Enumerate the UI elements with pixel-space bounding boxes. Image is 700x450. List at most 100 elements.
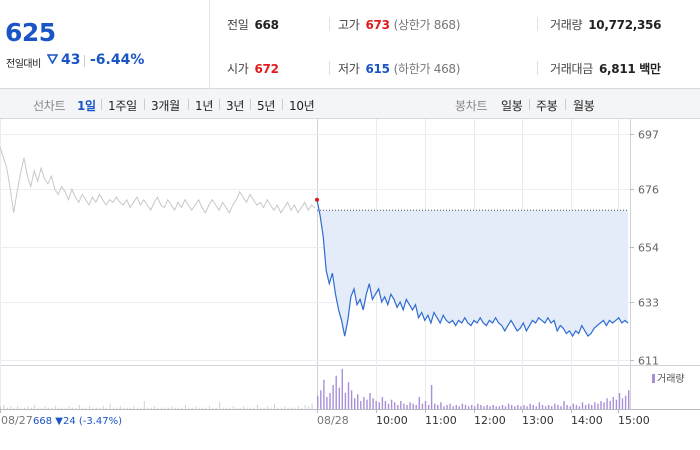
trade-value-label: 거래대금 bbox=[550, 62, 593, 76]
volume-bar bbox=[621, 398, 624, 409]
volume-bar bbox=[24, 407, 25, 409]
volume-bar bbox=[10, 406, 12, 409]
tab-1-week[interactable]: 1주일 bbox=[108, 99, 137, 113]
x-tick-label: 15:00 bbox=[618, 414, 650, 427]
volume-bar bbox=[578, 406, 581, 409]
volume-bar bbox=[449, 403, 451, 409]
tab-5-years[interactable]: 5년 bbox=[257, 99, 276, 113]
volume-bar bbox=[615, 399, 618, 409]
stat-prev-close: 전일 668 bbox=[227, 16, 279, 33]
open-price-marker bbox=[315, 197, 319, 202]
divider bbox=[329, 17, 330, 31]
volume-bar bbox=[164, 407, 166, 409]
volume-bar bbox=[113, 407, 114, 409]
volume-bar bbox=[335, 375, 337, 409]
open-value: 672 bbox=[254, 62, 279, 76]
volume-bar bbox=[366, 399, 368, 409]
volume-bar bbox=[160, 407, 162, 409]
volume-bar bbox=[215, 407, 217, 409]
volume-bar bbox=[526, 406, 528, 409]
volume-bar bbox=[47, 407, 49, 409]
volume-bar bbox=[212, 407, 214, 409]
volume-bar bbox=[181, 407, 183, 409]
volume-bar bbox=[344, 393, 347, 409]
volume-bar bbox=[0, 406, 1, 409]
stat-volume: 거래량 10,772,356 bbox=[550, 16, 661, 33]
volume-bar bbox=[294, 407, 296, 409]
volume-bar bbox=[443, 406, 445, 409]
volume-label: 거래량 bbox=[550, 18, 583, 32]
volume-bar bbox=[603, 402, 605, 409]
series-line-prev-day bbox=[0, 147, 316, 214]
volume-bar bbox=[219, 402, 221, 409]
volume-bar bbox=[384, 401, 387, 409]
volume-bar bbox=[106, 407, 108, 409]
x-tick-label: 08/27 bbox=[1, 414, 33, 427]
volume-bar bbox=[547, 405, 550, 409]
volume-bar bbox=[538, 402, 541, 409]
volume-bar bbox=[41, 407, 43, 409]
volume-bar bbox=[523, 405, 525, 409]
prev-day-summary: 668 ▼24 (-3.47%) bbox=[33, 416, 122, 427]
volume-bar bbox=[17, 406, 19, 409]
divider bbox=[329, 61, 330, 75]
stat-high: 고가 673 (상한가 868) bbox=[338, 16, 460, 33]
tab-3-months[interactable]: 3개월 bbox=[151, 99, 180, 113]
volume-bar bbox=[400, 401, 402, 409]
tab-weekly-candle[interactable]: 주봉 bbox=[536, 99, 558, 113]
tab-daily-candle[interactable]: 일봉 bbox=[501, 99, 523, 113]
divider bbox=[282, 99, 283, 110]
volume-bar bbox=[51, 407, 53, 409]
volume-bar bbox=[507, 403, 510, 409]
volume-bar bbox=[58, 407, 60, 409]
volume-bar bbox=[61, 407, 63, 409]
stat-low: 저가 615 (하한가 468) bbox=[338, 60, 460, 77]
volume-bar bbox=[256, 405, 258, 409]
volume-bar bbox=[270, 407, 272, 409]
volume-bar bbox=[498, 406, 501, 409]
volume-bar bbox=[198, 407, 200, 409]
volume-legend: 거래량 bbox=[652, 373, 685, 385]
tab-10-years[interactable]: 10년 bbox=[289, 99, 315, 113]
tab-1-year[interactable]: 1년 bbox=[195, 99, 214, 113]
volume-bar bbox=[236, 407, 238, 409]
volume-bar bbox=[75, 407, 77, 409]
tab-1-day[interactable]: 1일 bbox=[77, 99, 96, 113]
volume-bar bbox=[20, 407, 22, 409]
change-percent: -6.44% bbox=[90, 52, 145, 68]
volume-bar bbox=[440, 402, 442, 409]
volume-bar bbox=[329, 393, 331, 409]
tab-monthly-candle[interactable]: 월봉 bbox=[573, 99, 595, 113]
volume-bar bbox=[511, 405, 513, 409]
volume-bar bbox=[71, 407, 73, 409]
volume-bar bbox=[178, 407, 179, 409]
divider bbox=[219, 99, 220, 110]
candle-chart-label: 봉차트 bbox=[455, 99, 488, 113]
volume-bar bbox=[68, 406, 70, 409]
volume-bar bbox=[338, 387, 340, 409]
volume-bar bbox=[421, 403, 424, 409]
line-chart-label: 선차트 bbox=[33, 99, 66, 113]
volume-bar bbox=[591, 405, 593, 409]
x-tick-label: 13:00 bbox=[522, 414, 554, 427]
current-price: 625 bbox=[5, 18, 56, 47]
volume-bar bbox=[557, 405, 559, 409]
volume-bar bbox=[572, 403, 574, 409]
tab-3-years[interactable]: 3년 bbox=[226, 99, 245, 113]
volume-bar bbox=[174, 407, 176, 409]
upper-limit: (상한가 868) bbox=[393, 18, 461, 32]
x-axis-labels: 08/27 08/28 10:00 11:00 12:00 13:00 14:00 15:00… bbox=[0, 409, 650, 427]
volume-bar bbox=[301, 407, 303, 409]
chart-series-lines bbox=[0, 147, 629, 338]
volume-bar bbox=[541, 405, 544, 409]
volume-bar bbox=[409, 402, 411, 409]
volume-bar bbox=[150, 407, 152, 409]
volume-bar bbox=[424, 401, 427, 409]
volume-bar bbox=[326, 397, 328, 409]
divider bbox=[529, 99, 530, 110]
volume-bar bbox=[461, 403, 464, 409]
volume-bar bbox=[628, 390, 630, 409]
volume-bar bbox=[390, 399, 393, 409]
volume-bar bbox=[267, 406, 269, 409]
prev-close-value: 668 bbox=[254, 18, 279, 32]
